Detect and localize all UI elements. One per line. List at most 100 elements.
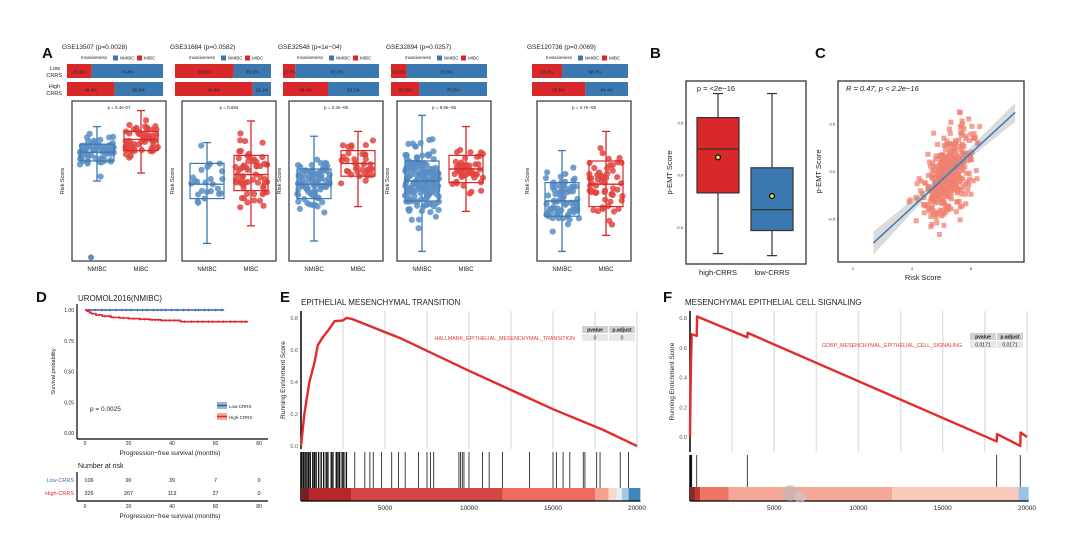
data-point	[588, 175, 595, 182]
data-point	[257, 162, 264, 170]
panel-label-c: C	[815, 45, 826, 62]
data-point	[963, 201, 969, 207]
data-point	[260, 184, 267, 192]
x-tick-label: 2	[852, 266, 855, 271]
legend-swatch-nmibc	[437, 55, 442, 61]
data-point	[967, 176, 973, 182]
x-tick-label: 15000	[934, 505, 952, 512]
legend-swatch-mibc	[137, 55, 142, 61]
data-point	[954, 199, 960, 205]
data-point	[207, 175, 214, 183]
data-point	[564, 211, 572, 218]
data-point	[947, 157, 953, 163]
data-point	[309, 201, 316, 209]
data-point	[931, 167, 937, 173]
bar-segment-nmibc-high	[252, 82, 271, 96]
data-point	[415, 216, 423, 223]
box	[750, 167, 794, 232]
bar-segment-mibc-high	[391, 82, 420, 96]
bar-segment-mibc-low	[67, 64, 92, 78]
data-point	[109, 140, 116, 147]
data-point	[106, 134, 113, 141]
data-point	[929, 204, 935, 210]
data-point	[931, 164, 937, 170]
y-axis-label: Risk Score	[385, 168, 391, 195]
data-point	[932, 200, 938, 206]
plot-frame	[396, 100, 492, 262]
table-header: p.adjust	[612, 328, 632, 334]
legend-swatch-mibc	[245, 55, 250, 61]
data-point	[424, 183, 431, 190]
bar-label-mibc-low: 60.9%	[198, 70, 211, 75]
data-point	[240, 195, 247, 202]
table-value-cell	[582, 334, 608, 341]
legend-title: Invasiveness	[189, 55, 216, 60]
mean-marker	[768, 193, 775, 200]
rank-color-segment	[621, 488, 629, 501]
data-point	[952, 181, 958, 187]
data-point	[421, 168, 429, 175]
data-point	[610, 208, 618, 215]
y-tick-label: 0.00	[64, 431, 74, 437]
x-tick-label: MIBC	[351, 267, 367, 273]
data-point	[966, 182, 972, 188]
bar-label-mibc-high: 55.6%	[552, 88, 565, 93]
data-point	[432, 213, 440, 220]
data-point	[424, 151, 432, 158]
mean-marker	[714, 154, 721, 161]
data-point	[362, 177, 369, 184]
data-point	[944, 138, 950, 144]
data-point	[935, 176, 941, 182]
panel-label-f: F	[663, 289, 672, 306]
data-point	[352, 165, 359, 172]
table-value: 0	[621, 336, 624, 342]
x-tick-label: 10000	[849, 505, 867, 512]
data-point	[97, 173, 104, 180]
x-tick-label: 80	[256, 441, 262, 447]
data-point	[250, 190, 258, 198]
legend-title: Invasiveness	[297, 55, 324, 60]
data-point	[472, 161, 479, 168]
data-point	[593, 182, 600, 189]
data-point	[934, 220, 940, 226]
x-tick-label: 20000	[628, 505, 646, 512]
data-point	[929, 175, 935, 181]
chart-title: UROMOL2016(NMIBC)	[78, 294, 162, 303]
rank-color-segment	[351, 488, 503, 501]
data-point	[609, 167, 616, 174]
data-point	[314, 203, 321, 210]
data-point	[950, 156, 956, 162]
rank-color-segment	[628, 488, 641, 501]
data-point	[369, 137, 377, 144]
dataset-title: GSE13507 (p=0.0028)	[62, 44, 127, 51]
data-point	[930, 208, 936, 214]
bar-segment-nmibc-low	[562, 64, 628, 78]
table-header-cell	[997, 333, 1023, 340]
data-point	[430, 148, 437, 155]
plot-frame	[71, 100, 167, 262]
data-point	[940, 200, 946, 206]
data-point	[968, 191, 974, 197]
data-point	[368, 171, 375, 178]
box	[123, 130, 159, 152]
data-point	[365, 167, 372, 174]
data-point	[409, 140, 416, 147]
plot-frame	[837, 80, 1025, 263]
data-point	[205, 162, 212, 169]
data-point	[971, 131, 977, 137]
data-point	[415, 225, 422, 232]
table-header: pvalue	[975, 335, 991, 341]
data-point	[957, 165, 963, 171]
data-point	[923, 180, 929, 186]
data-point	[970, 178, 976, 184]
data-point	[948, 172, 954, 178]
data-point	[463, 171, 470, 178]
data-point	[922, 203, 928, 209]
data-point	[597, 145, 604, 152]
data-point	[941, 178, 947, 184]
data-point	[948, 147, 954, 153]
p-value-label: p = 3.3e−06	[324, 105, 349, 110]
data-point	[946, 165, 952, 171]
data-point	[974, 176, 980, 182]
